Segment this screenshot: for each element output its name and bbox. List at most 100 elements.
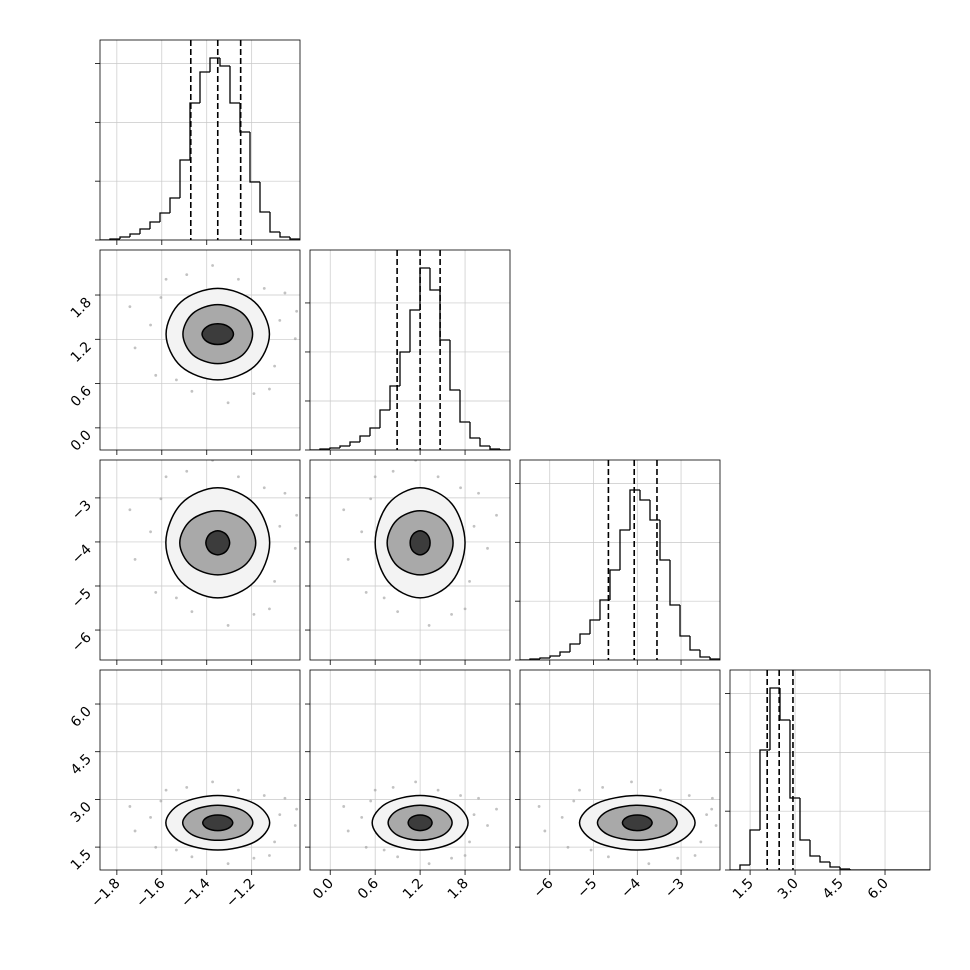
sample-point — [164, 475, 168, 479]
y-tick-label: 1.2 — [68, 339, 95, 366]
sample-point — [486, 824, 489, 827]
contour — [205, 530, 231, 556]
histogram-step — [339, 445, 350, 448]
histogram-step — [269, 212, 280, 233]
sample-point — [175, 848, 178, 852]
sample-point — [459, 794, 462, 797]
histogram-step — [279, 232, 290, 238]
y-tick-label: 0.6 — [68, 383, 95, 410]
x-tick-label: 1.5 — [730, 876, 757, 903]
sample-point — [477, 491, 480, 495]
sample-point — [283, 291, 287, 295]
histogram-step — [369, 427, 380, 436]
histogram-step — [409, 309, 420, 353]
histogram-step — [459, 390, 470, 423]
x-tick-label: 0.0 — [310, 876, 337, 903]
sample-point — [252, 613, 256, 616]
sample-point — [154, 845, 158, 849]
histogram-step — [559, 651, 570, 656]
histogram-step — [639, 490, 650, 501]
sample-point — [463, 854, 467, 857]
sample-point — [346, 829, 350, 833]
x-tick-label: −1.8 — [88, 876, 123, 911]
sample-point — [589, 848, 593, 852]
histogram-step — [829, 862, 840, 868]
sample-point — [693, 854, 697, 857]
histogram-step — [849, 869, 860, 870]
y-tick-label: 1.8 — [68, 295, 95, 322]
sample-point — [342, 805, 346, 808]
sample-point — [450, 856, 453, 860]
sample-point — [211, 780, 214, 784]
histogram-step — [399, 351, 410, 386]
sample-point — [459, 486, 462, 490]
histogram-step — [689, 636, 700, 651]
histogram-step — [439, 290, 450, 341]
sample-point — [382, 596, 386, 600]
sample-point — [427, 624, 431, 627]
panel-frame — [99, 459, 301, 661]
sample-point — [572, 799, 576, 803]
sample-point — [578, 788, 581, 792]
sample-point — [185, 469, 189, 473]
sample-point — [295, 309, 299, 313]
sample-point — [262, 486, 266, 490]
histogram-step — [239, 103, 250, 133]
sample-point — [436, 788, 440, 792]
sample-point — [133, 557, 137, 561]
sample-point — [537, 805, 541, 808]
sample-point — [211, 264, 214, 267]
panel-frame — [519, 669, 721, 871]
sample-point — [190, 610, 194, 614]
x-tick-label: −5 — [574, 876, 600, 902]
sample-point — [164, 277, 168, 281]
histogram-step — [159, 212, 170, 222]
sample-point — [293, 546, 297, 550]
sample-point — [149, 323, 152, 327]
histogram-step — [659, 520, 670, 561]
sample-point — [295, 807, 299, 811]
histogram-step — [739, 864, 750, 870]
histogram-step — [799, 798, 810, 841]
sample-point — [252, 856, 256, 860]
x-tick-label: 0.6 — [355, 875, 382, 902]
sample-point — [699, 840, 703, 844]
histogram-step — [669, 560, 680, 606]
panel-frame — [99, 39, 301, 241]
sample-point — [560, 815, 564, 819]
sample-point — [283, 491, 287, 495]
histogram-step — [179, 159, 190, 198]
sample-point — [714, 824, 718, 827]
histogram-step — [629, 489, 640, 530]
sample-point — [468, 840, 471, 844]
sample-point — [262, 794, 266, 797]
histogram-step — [759, 749, 770, 830]
sample-point — [486, 546, 489, 550]
histogram-step — [249, 132, 260, 183]
panel-frame — [519, 459, 721, 661]
sample-point — [472, 813, 476, 817]
sample-point — [133, 346, 137, 350]
sample-point — [658, 788, 662, 792]
sample-point — [175, 378, 178, 382]
sample-point — [647, 862, 651, 866]
histogram-step — [259, 182, 270, 213]
sample-point — [468, 579, 471, 583]
histogram-step — [499, 449, 510, 450]
sample-point — [346, 557, 350, 561]
histogram-step — [379, 409, 390, 428]
sample-point — [382, 848, 386, 852]
sample-point — [190, 855, 194, 859]
sample-point — [226, 862, 230, 866]
sample-point — [273, 364, 277, 368]
histogram-step — [489, 445, 500, 450]
sample-point — [128, 305, 132, 309]
x-tick-label: −4 — [618, 875, 644, 901]
sample-point — [342, 508, 346, 512]
sample-point — [607, 855, 610, 859]
sample-point — [268, 387, 271, 391]
contour — [407, 814, 433, 832]
panel-frame — [309, 459, 511, 661]
sample-point — [252, 392, 256, 396]
